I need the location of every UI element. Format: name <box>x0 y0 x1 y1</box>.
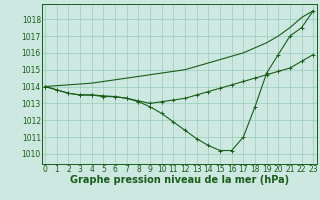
X-axis label: Graphe pression niveau de la mer (hPa): Graphe pression niveau de la mer (hPa) <box>70 175 289 185</box>
